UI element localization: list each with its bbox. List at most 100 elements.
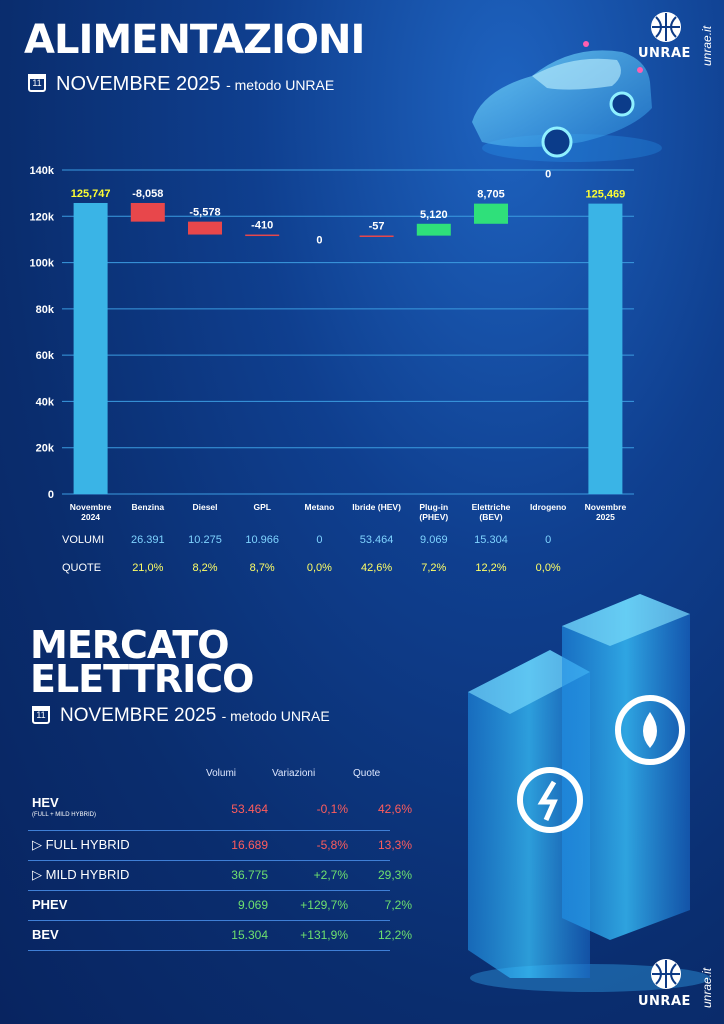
row-label: HEV: [32, 795, 59, 810]
cell-variazione: +129,7%: [300, 898, 348, 912]
bar-value-label: -57: [369, 220, 385, 232]
quote-value: 12,2%: [475, 562, 507, 574]
header-volumi: Volumi: [206, 768, 237, 779]
table-row-hev: HEV (FULL + MILD HYBRID) 53.464 -0,1% 42…: [28, 790, 412, 831]
logo-text-bottom: UNRAE: [638, 994, 691, 1009]
bar-value-label: 125,469: [586, 189, 626, 201]
bar-value-label: 8,705: [477, 189, 505, 201]
x-tick-label: Diesel: [192, 502, 217, 512]
volumi-value: 53.464: [359, 534, 394, 546]
x-tick-label: Elettriche: [472, 502, 511, 512]
calendar-icon: 11: [28, 74, 46, 92]
row-label: BEV: [32, 927, 59, 942]
y-tick-label: 60k: [36, 350, 55, 362]
section-title-mercato: MERCATO: [30, 623, 230, 667]
y-tick-label: 140k: [30, 165, 55, 177]
bar-value-label: -8,058: [132, 188, 163, 200]
site-url: unrae.it: [700, 25, 714, 66]
section2-subtitle: NOVEMBRE 2025 - metodo UNRAE: [60, 705, 330, 727]
quote-value: 8,7%: [249, 562, 275, 574]
subtitle-period-2: NOVEMBRE 2025: [60, 705, 217, 726]
y-tick-label: 120k: [30, 211, 55, 223]
x-tick-label: Metano: [305, 502, 335, 512]
x-tick-label: (PHEV): [419, 512, 448, 522]
cell-volumi: 16.689: [231, 838, 268, 852]
section-title-elettrico: ELETTRICO: [30, 657, 254, 701]
calendar-icon-2: 11: [32, 706, 50, 724]
bar-value-label: 0: [316, 234, 322, 246]
section1-subtitle: NOVEMBRE 2025 - metodo UNRAE: [56, 73, 334, 96]
volumi-value: 15.304: [474, 534, 508, 546]
y-axis-ticks: 0 20k 40k 60k 80k 100k 120k 140k: [30, 165, 55, 501]
triangle-icon: ▷: [32, 867, 46, 882]
y-tick-label: 20k: [36, 443, 55, 455]
cell-quota: 13,3%: [377, 838, 412, 852]
subtitle-method: - metodo UNRAE: [226, 77, 335, 93]
cell-quota: 42,6%: [377, 802, 412, 816]
bar-novembre-2024: [73, 202, 108, 494]
chart-bar-labels: 125,747 -8,058 -5,578 -410 0 -57 5,120 8,705 0 12…: [71, 169, 626, 247]
row-label: PHEV: [32, 897, 68, 912]
volumi-value: 26.391: [130, 534, 165, 546]
table-row-mild-hybrid: ▷ MILD HYBRID 36.775 +2,7% 29,3%: [28, 860, 412, 891]
chart-bars: [73, 202, 623, 494]
x-tick-label: 2025: [596, 512, 615, 522]
chart-grid: [62, 169, 634, 495]
unrae-logo-bottom: UNRAE: [636, 956, 696, 1016]
cell-volumi: 36.775: [231, 868, 268, 882]
unrae-globe-icon: [651, 12, 681, 42]
row-label: MILD HYBRID: [45, 867, 130, 882]
bar-value-label: 125,747: [71, 188, 111, 200]
volumi-value: 0: [545, 534, 552, 546]
volumi-value: 0: [316, 534, 323, 546]
quote-label: QUOTE: [62, 562, 102, 574]
bar-novembre-2025: [588, 203, 623, 494]
cell-quota: 12,2%: [377, 928, 412, 942]
site-vertical-bottom: unrae.it: [694, 958, 722, 1018]
unrae-logo-top: UNRAE: [636, 8, 696, 64]
table-row-bev: BEV 15.304 +131,9% 12,2%: [28, 920, 412, 951]
table-row-full-hybrid: ▷ FULL HYBRID 16.689 -5,8% 13,3%: [28, 830, 412, 861]
subtitle-period: NOVEMBRE 2025: [56, 73, 221, 95]
x-tick-label: Novembre: [70, 502, 112, 512]
volumi-value: 9.069: [420, 534, 448, 546]
bar-benzina: [130, 202, 165, 222]
cell-variazione: +2,7%: [313, 868, 348, 882]
volumi-value: 10.966: [245, 534, 280, 546]
section-title-alimentazioni: ALIMENTAZIONI: [24, 17, 365, 63]
quote-value: 42,6%: [360, 562, 393, 574]
volumi-value: 10.275: [188, 534, 222, 546]
site-url-bottom: unrae.it: [700, 967, 714, 1008]
y-tick-label: 80k: [36, 304, 55, 316]
cell-volumi: 53.464: [231, 802, 268, 816]
y-tick-label: 40k: [36, 396, 55, 408]
bar-value-label: 0: [545, 169, 551, 181]
y-tick-label: 0: [48, 489, 54, 501]
cell-variazione: -5,8%: [316, 838, 348, 852]
cell-quota: 7,2%: [384, 898, 412, 912]
header-quote: Quote: [353, 768, 381, 779]
table-row-phev: PHEV 9.069 +129,7% 7,2%: [28, 890, 412, 921]
x-tick-label: Ibride (HEV): [352, 502, 401, 512]
bar-diesel: [188, 221, 222, 235]
subtitle-method-2: - metodo UNRAE: [221, 708, 330, 724]
x-tick-label: Plug-in: [419, 502, 448, 512]
x-tick-label: Benzina: [132, 502, 165, 512]
calendar-day-2: 11: [36, 710, 46, 720]
logo-text: UNRAE: [638, 46, 691, 61]
bar-elettriche-bev-: [474, 203, 508, 224]
triangle-icon: ▷: [32, 837, 46, 852]
x-tick-label: 2024: [81, 512, 100, 522]
row-label: FULL HYBRID: [45, 837, 130, 852]
y-tick-label: 100k: [30, 258, 55, 270]
calendar-day: 11: [32, 78, 42, 88]
bar-plug-in-phev-: [416, 223, 451, 236]
cell-volumi: 15.304: [231, 928, 268, 942]
charging-stations-illustration: [468, 594, 710, 992]
volumi-label: VOLUMI: [62, 534, 105, 546]
bar-value-label: -410: [251, 220, 273, 232]
bar-value-label: 5,120: [420, 209, 448, 221]
bar-gpl: [245, 234, 280, 237]
row-sublabel: (FULL + MILD HYBRID): [32, 812, 96, 818]
